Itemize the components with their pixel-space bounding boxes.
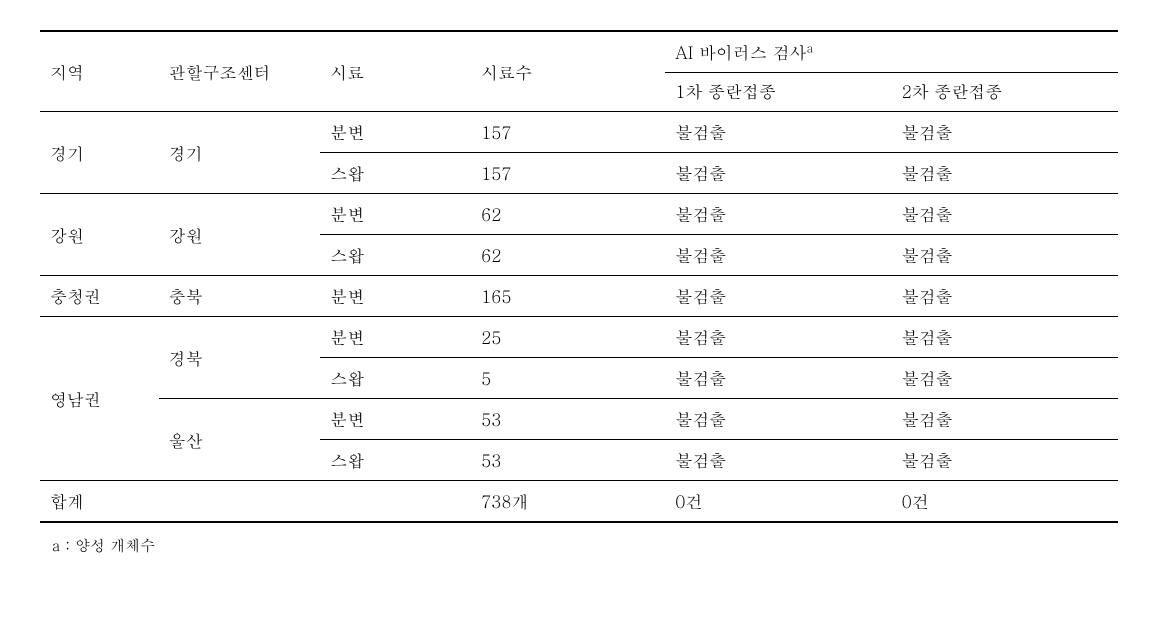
table-row: 울산분변53불검출불검출 (40, 399, 1118, 440)
cell-t1: 불검출 (665, 235, 891, 276)
cell-t2: 불검출 (892, 317, 1118, 358)
table-body: 경기경기분변157불검출불검출스왑157불검출불검출강원강원분변62불검출불검출… (40, 112, 1118, 523)
cell-t2: 불검출 (892, 358, 1118, 399)
cell-center: 경기 (159, 112, 321, 194)
cell-t2: 불검출 (892, 399, 1118, 440)
cell-center: 충북 (159, 276, 321, 317)
cell-t2: 불검출 (892, 440, 1118, 481)
cell-count: 62 (471, 235, 665, 276)
table-row: 충청권충북분변165불검출불검출 (40, 276, 1118, 317)
col-sample-count: 시료수 (471, 31, 665, 112)
cell-count: 157 (471, 112, 665, 153)
cell-region: 충청권 (40, 276, 159, 317)
col-sample: 시료 (320, 31, 471, 112)
col-test1: 1차 종란접종 (665, 73, 891, 112)
cell-t1: 불검출 (665, 358, 891, 399)
col-group-ai-test: AI 바이러스 검사a (665, 31, 1118, 73)
col-group-label: AI 바이러스 검사 (675, 40, 806, 64)
cell-count: 25 (471, 317, 665, 358)
cell-count: 53 (471, 440, 665, 481)
cell-t2: 불검출 (892, 112, 1118, 153)
cell-t2: 불검출 (892, 153, 1118, 194)
totals-t2: 0건 (892, 481, 1118, 523)
totals-label: 합계 (40, 481, 159, 523)
col-center: 관할구조센터 (159, 31, 321, 112)
cell-count: 62 (471, 194, 665, 235)
cell-t2: 불검출 (892, 276, 1118, 317)
cell-count: 165 (471, 276, 665, 317)
footnote: a : 양성 개체수 (40, 535, 1118, 556)
cell-t2: 불검출 (892, 194, 1118, 235)
cell-region: 강원 (40, 194, 159, 276)
cell-t1: 불검출 (665, 112, 891, 153)
cell-count: 53 (471, 399, 665, 440)
col-region: 지역 (40, 31, 159, 112)
table-row: 영남권경북분변25불검출불검출 (40, 317, 1118, 358)
cell-t1: 불검출 (665, 317, 891, 358)
cell-sample: 분변 (320, 276, 471, 317)
cell-t1: 불검출 (665, 276, 891, 317)
cell-sample: 분변 (320, 317, 471, 358)
cell-t1: 불검출 (665, 399, 891, 440)
data-table: 지역 관할구조센터 시료 시료수 AI 바이러스 검사a 1차 종란접종 2차 … (40, 30, 1118, 523)
totals-t1: 0건 (665, 481, 891, 523)
totals-sample (320, 481, 471, 523)
cell-center: 경북 (159, 317, 321, 399)
totals-count: 738개 (471, 481, 665, 523)
cell-sample: 스왑 (320, 358, 471, 399)
cell-region: 영남권 (40, 317, 159, 481)
cell-sample: 분변 (320, 194, 471, 235)
cell-sample: 스왑 (320, 153, 471, 194)
col-group-sup: a (807, 40, 813, 56)
cell-sample: 스왑 (320, 235, 471, 276)
cell-t1: 불검출 (665, 194, 891, 235)
table-totals-row: 합계738개0건0건 (40, 481, 1118, 523)
cell-region: 경기 (40, 112, 159, 194)
cell-center: 강원 (159, 194, 321, 276)
cell-count: 157 (471, 153, 665, 194)
cell-sample: 스왑 (320, 440, 471, 481)
cell-t2: 불검출 (892, 235, 1118, 276)
cell-t1: 불검출 (665, 153, 891, 194)
table-row: 경기경기분변157불검출불검출 (40, 112, 1118, 153)
table-row: 강원강원분변62불검출불검출 (40, 194, 1118, 235)
cell-sample: 분변 (320, 112, 471, 153)
table-header: 지역 관할구조센터 시료 시료수 AI 바이러스 검사a 1차 종란접종 2차 … (40, 31, 1118, 112)
totals-center (159, 481, 321, 523)
cell-count: 5 (471, 358, 665, 399)
cell-center: 울산 (159, 399, 321, 481)
cell-sample: 분변 (320, 399, 471, 440)
col-test2: 2차 종란접종 (892, 73, 1118, 112)
cell-t1: 불검출 (665, 440, 891, 481)
